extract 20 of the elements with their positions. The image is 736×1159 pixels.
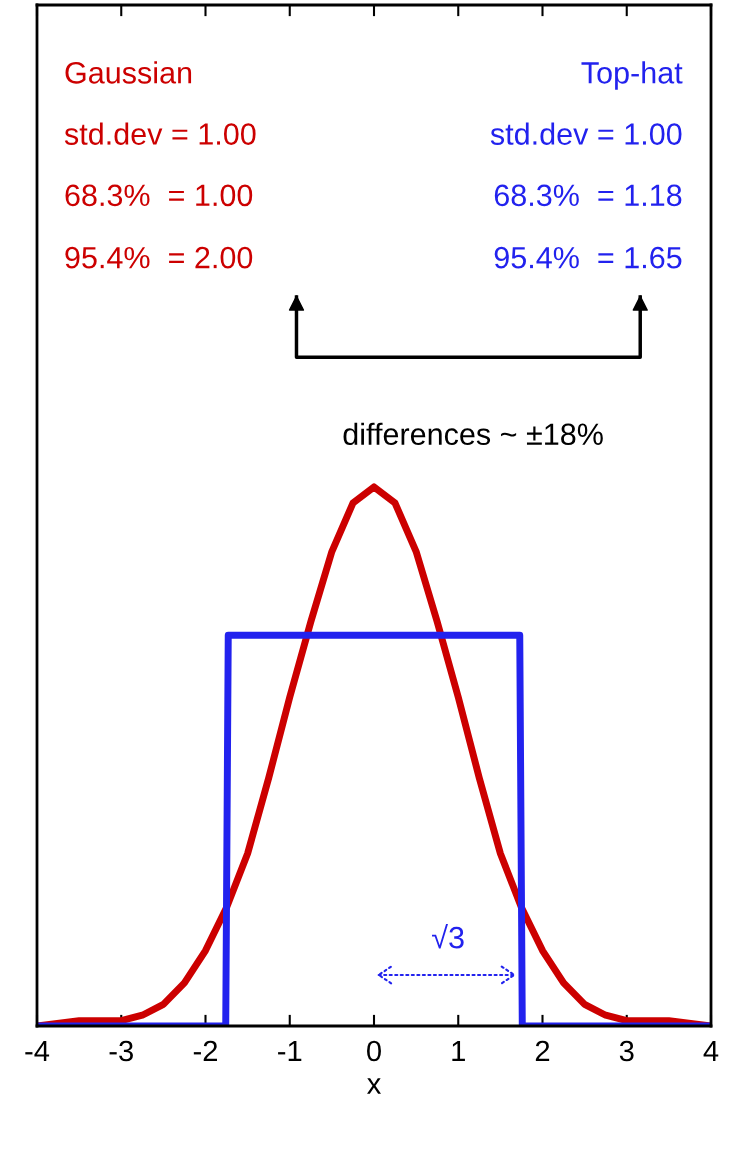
- text: differences ~ ±18%: [343, 422, 603, 446]
- text: Gaussian: [65, 61, 192, 84]
- x-tick-label: 1: [452, 1040, 465, 1062]
- text: std.dev = 1.00: [64, 122, 256, 145]
- x-axis-title: x: [367, 1078, 381, 1094]
- x-tick-label: 0: [367, 1040, 381, 1062]
- text: 95.4% = 2.00: [65, 246, 253, 269]
- x-tick-label: 2: [535, 1040, 550, 1062]
- x-tick-label: -1: [278, 1040, 302, 1062]
- text: std.dev = 1.00: [490, 122, 682, 145]
- text: Top-hat: [581, 61, 683, 90]
- x-tick-label: 4: [703, 1040, 719, 1062]
- text: 68.3% = 1.00: [65, 184, 253, 207]
- x-tick-label: 3: [619, 1040, 634, 1062]
- annotation: √3: [432, 924, 464, 949]
- x-tick-label: -3: [109, 1040, 133, 1062]
- x-tick-label: -4: [25, 1040, 50, 1062]
- x-tick-label: -2: [193, 1040, 217, 1062]
- text: 95.4% = 1.65: [494, 246, 682, 269]
- text: 68.3% = 1.18: [494, 184, 682, 207]
